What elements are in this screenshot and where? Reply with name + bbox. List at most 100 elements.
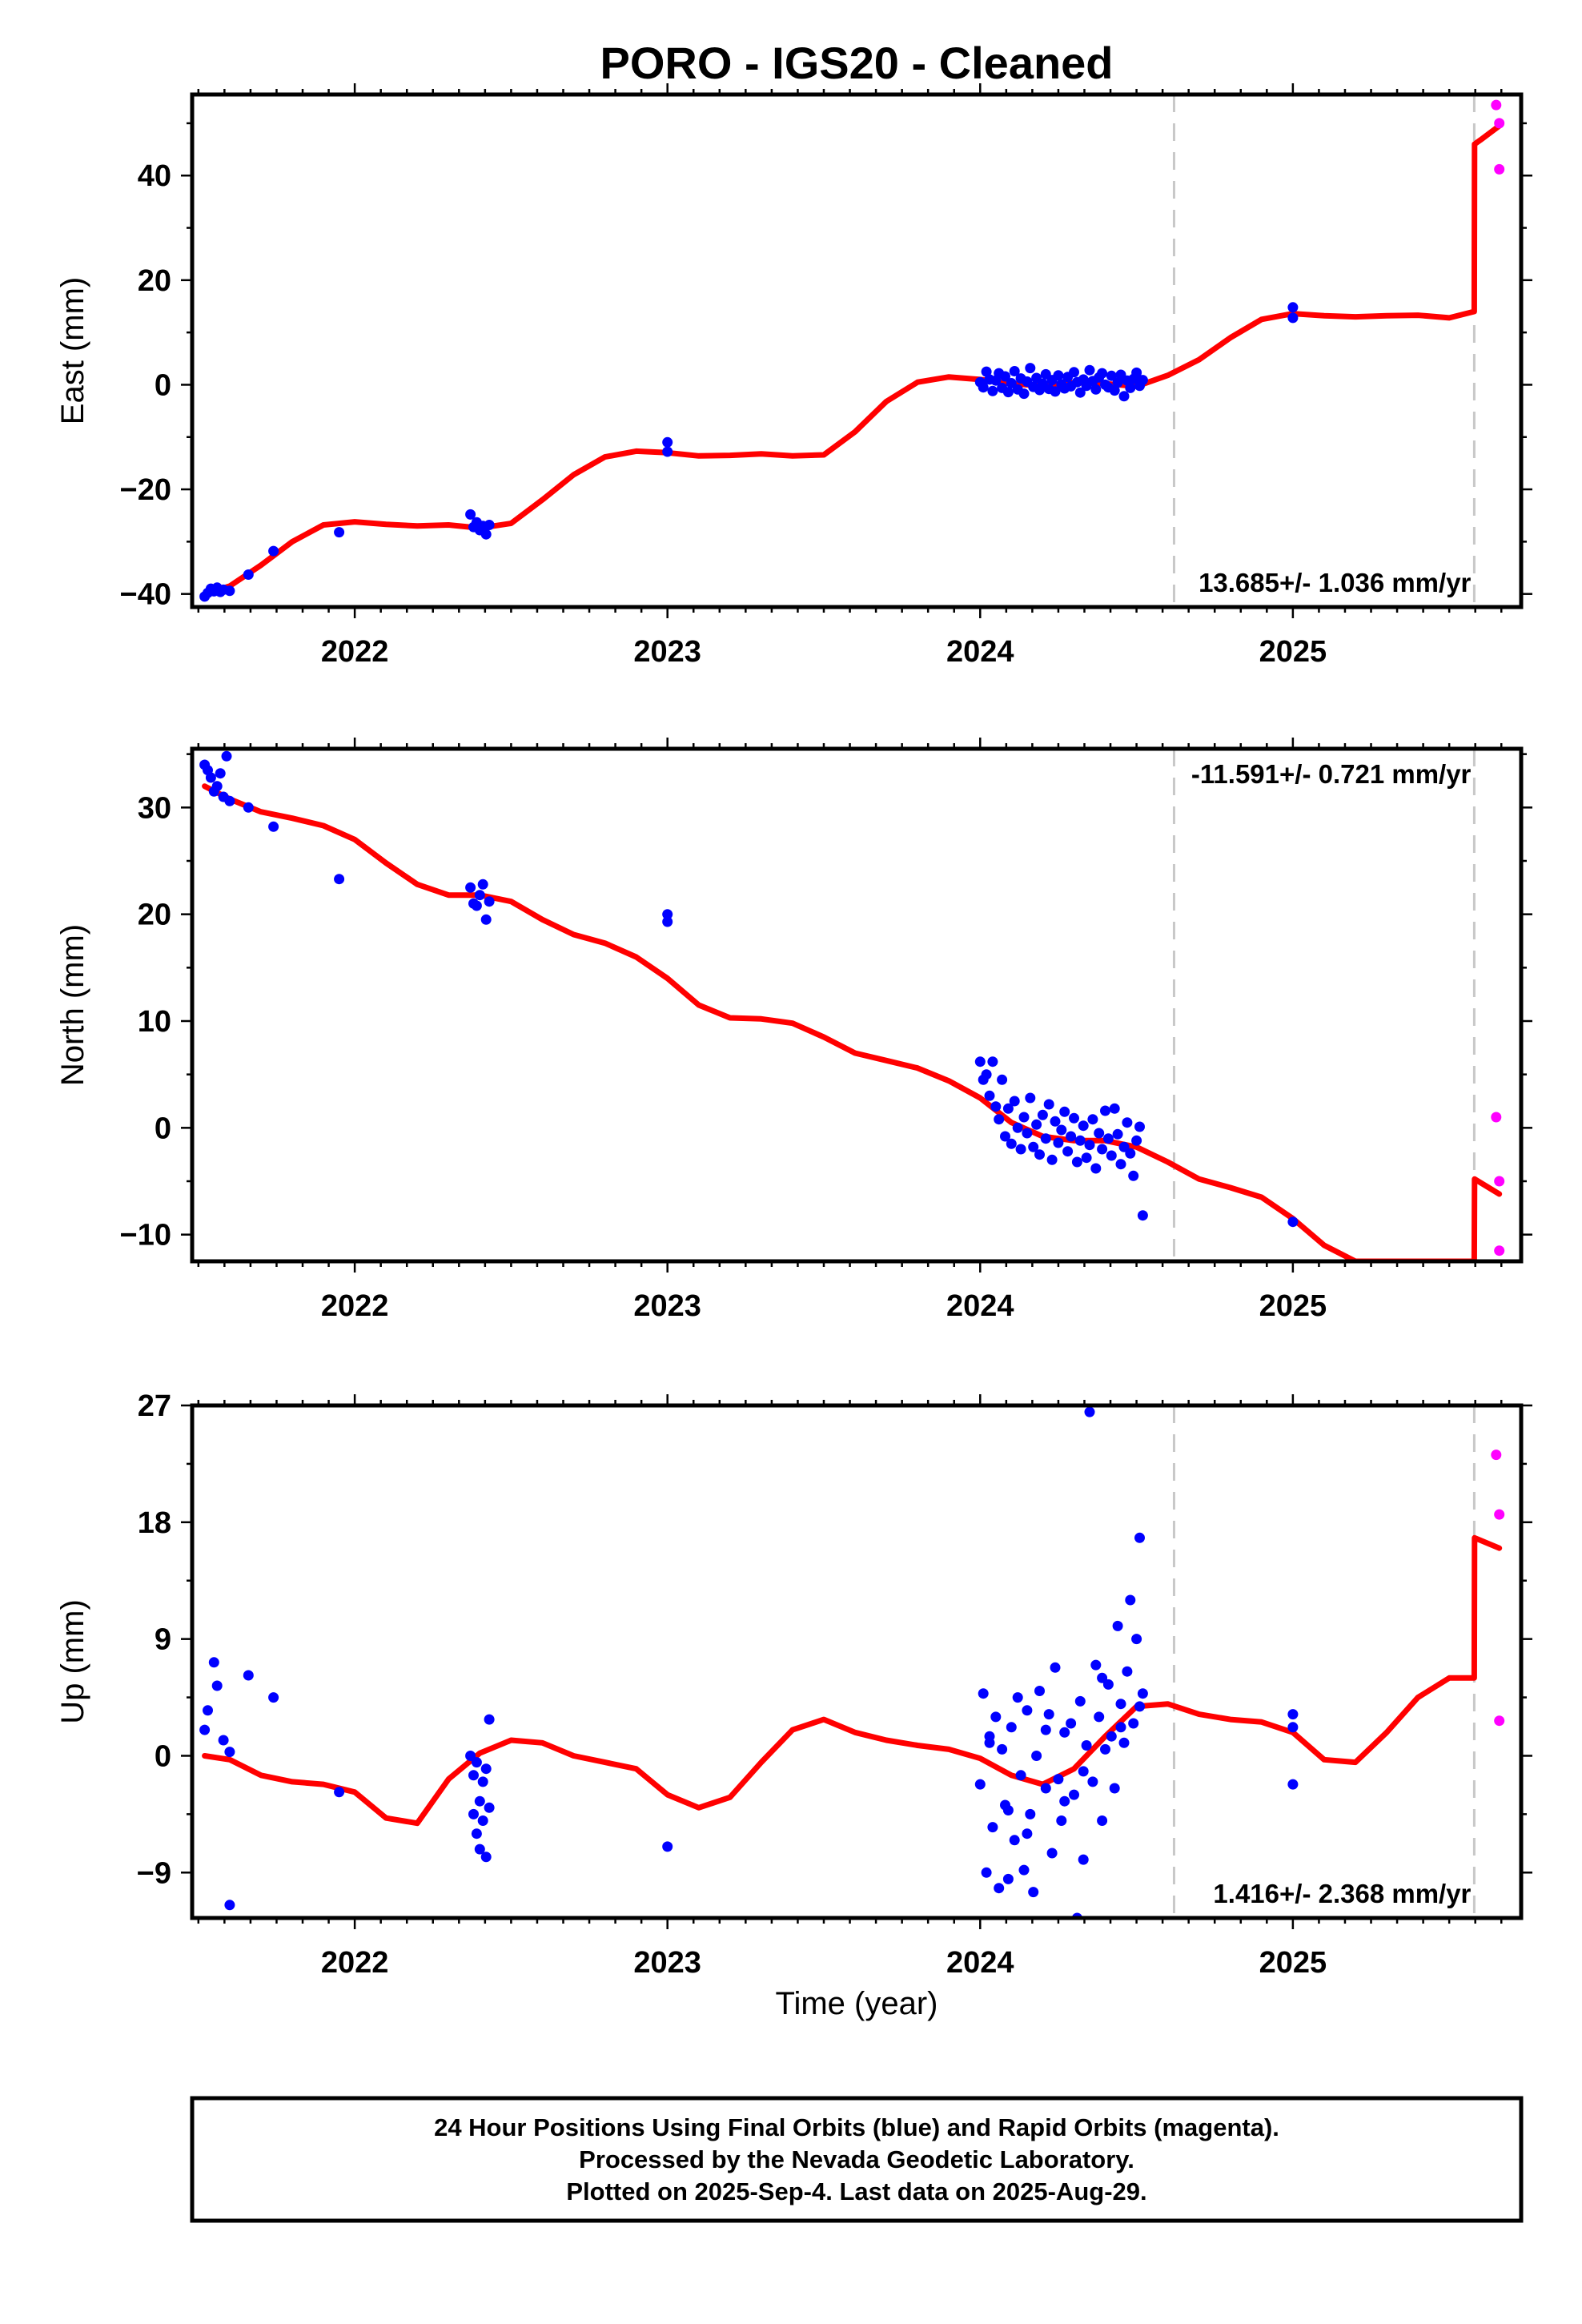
final-point	[480, 1763, 492, 1775]
final-point	[984, 1737, 995, 1748]
panel-frame	[190, 92, 1524, 609]
final-point	[1112, 1620, 1123, 1631]
final-point	[243, 1670, 254, 1681]
panel-0: 2022 2023 2024 2025 −40 −20 0 20 40 East (mm) 13.6…	[55, 83, 1532, 669]
final-point	[1106, 370, 1117, 381]
final-point	[1062, 1939, 1073, 1949]
final-point	[218, 1735, 229, 1746]
footer-line-3: Plotted on 2025-Sep-4. Last data on 2025…	[566, 2177, 1146, 2205]
final-point	[1078, 1766, 1089, 1777]
footer: 24 Hour Positions Using Final Orbits (bl…	[190, 2096, 1524, 2223]
rapid-point	[1491, 1449, 1502, 1461]
final-point	[1125, 1148, 1136, 1159]
rate-label: 13.685+/- 1.036 mm/yr	[1199, 568, 1471, 597]
final-point	[474, 890, 485, 901]
final-point	[1087, 1776, 1098, 1787]
final-point	[1287, 1722, 1299, 1733]
final-point	[1100, 1743, 1110, 1755]
final-point	[1040, 1724, 1051, 1735]
final-point	[208, 1657, 219, 1668]
final-point	[1025, 1092, 1036, 1104]
plot-area	[199, 750, 1505, 1261]
y-tick-label: 40	[138, 159, 171, 193]
final-point	[1100, 1105, 1110, 1116]
final-point	[465, 1751, 476, 1761]
final-point	[243, 569, 254, 580]
final-point	[1112, 377, 1123, 388]
final-point	[1012, 1122, 1023, 1133]
final-point	[468, 1808, 479, 1819]
final-point	[1046, 1154, 1058, 1165]
final-point	[268, 1692, 279, 1703]
rapid-point	[1494, 1245, 1505, 1256]
final-point	[211, 1680, 223, 1691]
final-point	[1050, 1662, 1061, 1673]
final-point	[1084, 364, 1095, 376]
final-point	[662, 916, 673, 927]
final-point	[1066, 1131, 1077, 1142]
model-line	[202, 1534, 1503, 1827]
final-point	[1287, 1216, 1299, 1228]
final-point	[334, 527, 345, 538]
x-tick-label: 2024	[946, 1289, 1014, 1323]
final-point	[224, 1900, 235, 1911]
rapid-point	[1491, 99, 1502, 111]
final-point	[480, 914, 492, 925]
final-point	[199, 1724, 211, 1735]
x-tick-label: 2025	[1259, 1946, 1327, 1980]
final-point	[1071, 1156, 1082, 1168]
y-tick-label: 0	[155, 1739, 171, 1773]
final-point	[334, 1787, 345, 1798]
final-point	[474, 1844, 485, 1855]
x-tick-label: 2023	[633, 1946, 701, 1980]
y-tick-label: 9	[155, 1623, 171, 1657]
final-point	[1090, 384, 1102, 395]
final-point	[1056, 1124, 1067, 1136]
final-point	[1050, 1116, 1061, 1127]
final-point	[1115, 1159, 1126, 1170]
rapid-point	[1494, 163, 1505, 175]
final-point	[978, 1688, 989, 1699]
final-point	[987, 385, 998, 396]
final-point	[1022, 1705, 1033, 1716]
final-point	[1112, 1128, 1123, 1140]
final-point	[1097, 1144, 1108, 1155]
final-point	[1053, 1774, 1064, 1785]
final-point	[1038, 1922, 1048, 1932]
final-point	[981, 1069, 992, 1080]
final-point	[1115, 1722, 1126, 1733]
final-point	[1118, 1141, 1130, 1152]
final-point	[224, 795, 235, 806]
final-point	[1122, 1666, 1133, 1677]
final-point	[1090, 1163, 1102, 1174]
final-point	[1006, 378, 1017, 388]
y-tick-label: −40	[120, 578, 171, 612]
final-point	[1109, 1103, 1120, 1114]
final-point	[477, 879, 488, 890]
final-point	[1094, 1711, 1105, 1723]
final-point	[1125, 382, 1136, 393]
y-tick-label: 30	[138, 791, 171, 825]
final-point	[1050, 386, 1061, 397]
final-point	[1025, 363, 1036, 374]
x-tick-label: 2025	[1259, 1289, 1327, 1323]
final-point	[984, 1090, 995, 1101]
final-point	[1074, 1695, 1086, 1707]
final-point	[471, 1757, 482, 1768]
final-point	[1109, 385, 1120, 396]
panel-2: 2022 2023 2024 2025 −9 0 9 18 27 Up (mm) 1.416+/- …	[55, 1389, 1532, 1980]
final-point	[1043, 1099, 1054, 1110]
final-point	[1287, 1709, 1299, 1720]
final-point	[1018, 1112, 1030, 1123]
final-point	[211, 781, 223, 792]
final-point	[203, 1705, 213, 1716]
y-tick-label: 0	[155, 368, 171, 402]
x-tick-label: 2022	[321, 1946, 389, 1980]
final-point	[477, 1776, 488, 1787]
y-tick-label: −20	[120, 473, 171, 507]
x-tick-label: 2022	[321, 635, 389, 669]
final-point	[1074, 387, 1086, 398]
final-point	[1022, 1828, 1033, 1839]
final-point	[997, 1743, 1008, 1755]
